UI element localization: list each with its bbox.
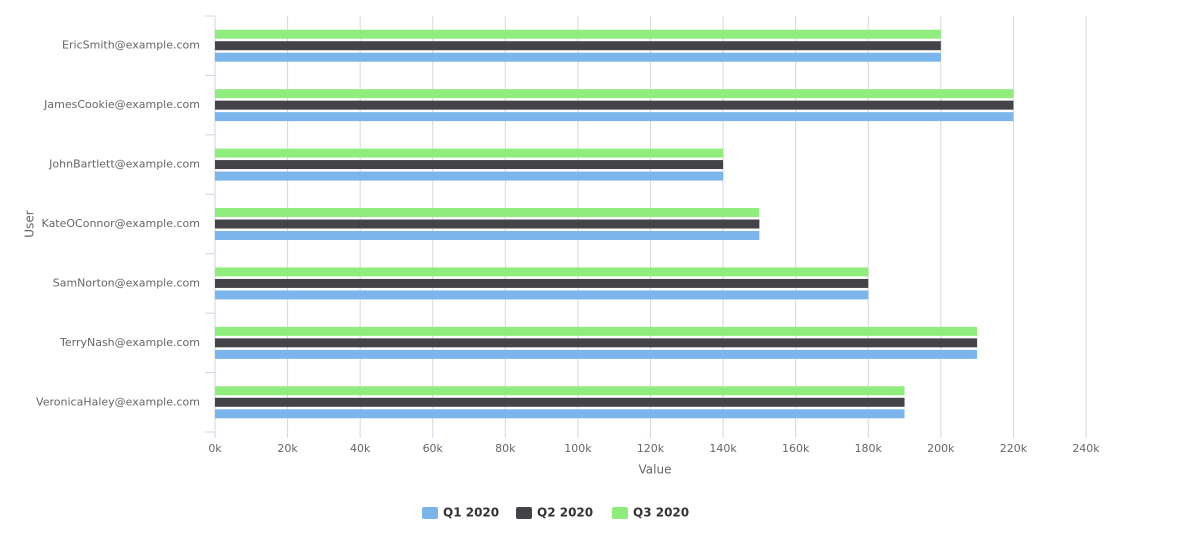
legend-label: Q2 2020	[537, 506, 593, 520]
x-axis-title: Value	[639, 463, 672, 477]
y-tick-label: JohnBartlett@example.com	[48, 158, 200, 171]
x-tick-label: 240k	[1072, 442, 1100, 455]
bar	[215, 290, 869, 300]
x-tick-label: 180k	[855, 442, 883, 455]
x-tick-label: 60k	[423, 442, 444, 455]
bar	[215, 171, 724, 181]
legend-swatch	[612, 507, 628, 519]
legend-swatch	[422, 507, 438, 519]
y-tick-label: KateOConnor@example.com	[42, 217, 200, 230]
x-tick-label: 0k	[208, 442, 222, 455]
x-tick-label: 40k	[350, 442, 371, 455]
x-tick-label: 140k	[709, 442, 737, 455]
legend-swatch	[516, 507, 532, 519]
bar	[215, 267, 869, 277]
y-tick-label: EricSmith@example.com	[62, 39, 200, 52]
y-tick-label: JamesCookie@example.com	[43, 98, 200, 111]
bar	[215, 349, 978, 359]
bar	[215, 326, 978, 336]
x-tick-label: 200k	[927, 442, 955, 455]
y-tick-label: SamNorton@example.com	[53, 276, 200, 289]
bar	[215, 160, 724, 170]
x-tick-label: 100k	[564, 442, 592, 455]
bar	[215, 278, 869, 288]
y-tick-label: TerryNash@example.com	[59, 336, 200, 349]
bar	[215, 397, 905, 407]
x-tick-label: 220k	[1000, 442, 1028, 455]
y-tick-label: VeronicaHaley@example.com	[36, 395, 200, 408]
x-tick-label: 80k	[495, 442, 516, 455]
bar	[215, 112, 1014, 122]
legend-label: Q3 2020	[633, 506, 689, 520]
bar	[215, 89, 1014, 99]
bar	[215, 386, 905, 396]
x-tick-label: 120k	[637, 442, 665, 455]
y-axis-title: User	[23, 210, 37, 237]
bar	[215, 52, 941, 62]
bar	[215, 148, 724, 158]
bar	[215, 409, 905, 419]
x-tick-label: 20k	[277, 442, 298, 455]
bar	[215, 208, 760, 217]
bar	[215, 29, 941, 39]
bar	[215, 231, 760, 240]
x-tick-label: 160k	[782, 442, 810, 455]
bar	[215, 100, 1014, 110]
legend-label: Q1 2020	[443, 506, 499, 520]
bar	[215, 338, 978, 348]
bar	[215, 41, 941, 51]
bar	[215, 219, 760, 229]
